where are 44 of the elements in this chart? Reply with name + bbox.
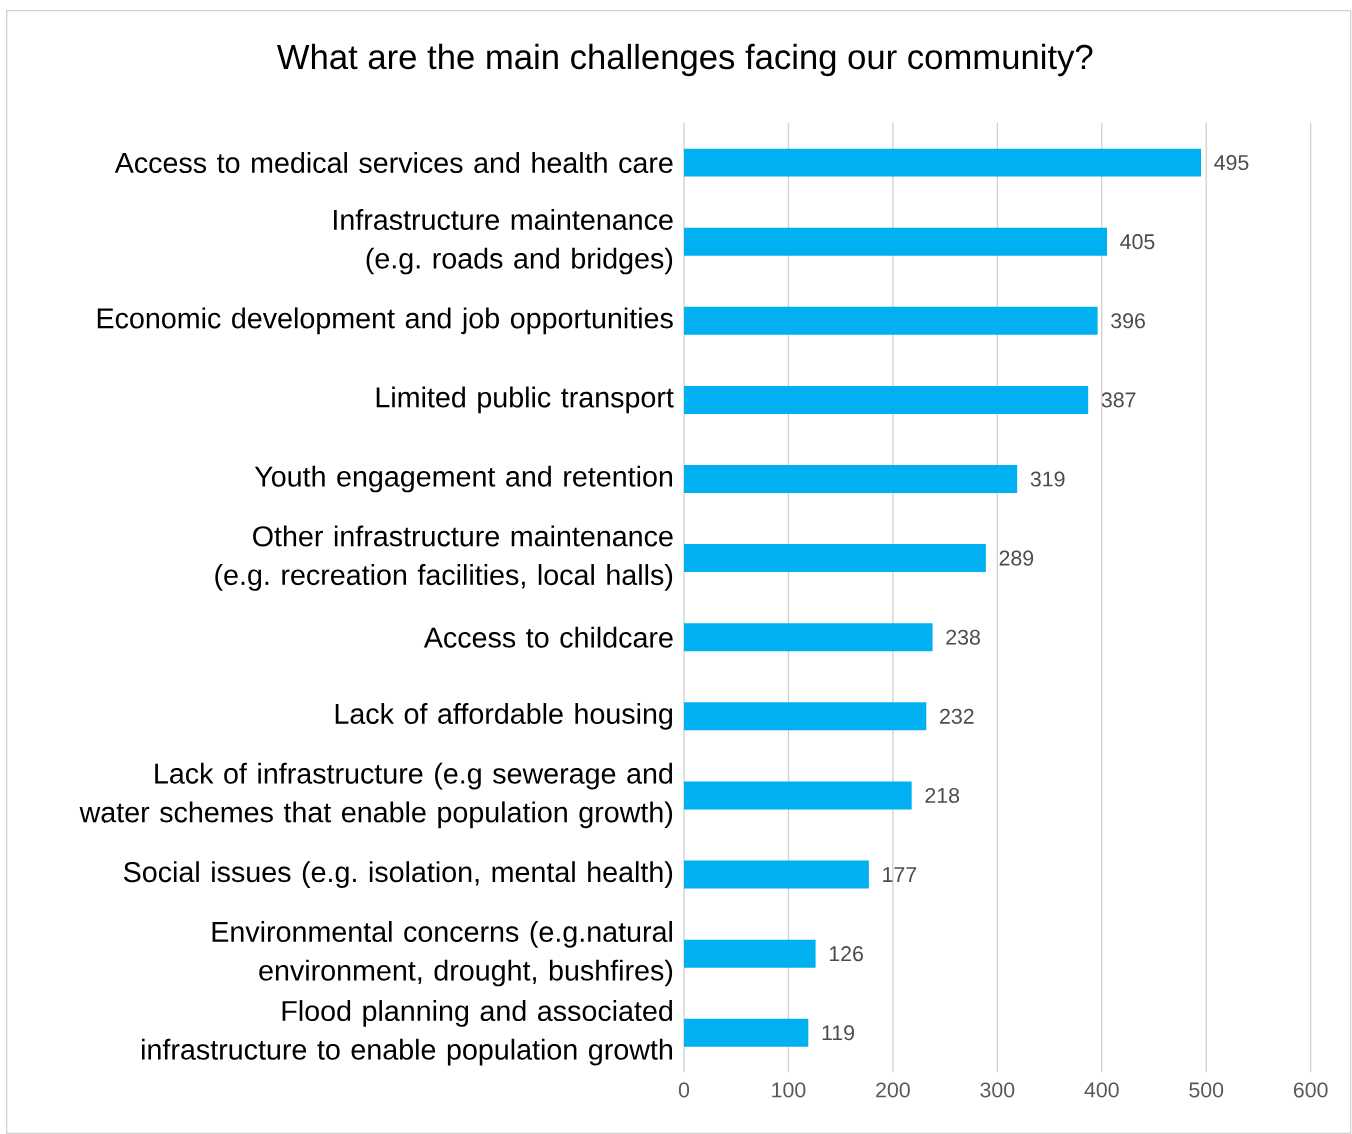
bar (684, 227, 1107, 256)
data-label: 396 (1111, 313, 1145, 329)
x-tick-label: 200 (876, 1082, 910, 1098)
bar (684, 148, 1201, 177)
x-tick-label: 0 (678, 1082, 690, 1098)
data-label: 319 (1030, 471, 1065, 487)
data-label: 405 (1120, 234, 1155, 250)
y-tick-label: Flood planning and associated infrastructure to enable population growth (142, 1000, 672, 1066)
y-tick-label: Access to childcare (423, 626, 673, 648)
y-tick-label: Lack of infrastructure (e.g sewerage and water schemes that enable population growth) (79, 762, 673, 829)
bar (684, 306, 1098, 335)
data-label: 289 (999, 550, 1034, 566)
bar (684, 939, 816, 968)
data-label: 177 (883, 867, 917, 882)
x-tick-label: 400 (1084, 1082, 1119, 1098)
y-tick-label: Access to medical services and health care (114, 152, 673, 174)
data-label: 387 (1101, 392, 1136, 408)
y-tick-label: Other infrastructure maintenance (e.g. recreation facilities, local halls) (215, 525, 673, 591)
bar (684, 385, 1089, 414)
x-tick-label: 600 (1293, 1082, 1328, 1098)
y-tick-label: Environmental concerns (e.g.natural environment, drought, bushfires) (212, 920, 673, 987)
bar (684, 1018, 809, 1047)
data-label: 238 (946, 629, 980, 645)
y-tick-label: Youth engagement and retention (254, 465, 673, 493)
y-tick-label: Lack of affordable housing (335, 702, 673, 730)
x-tick-label: 500 (1189, 1082, 1224, 1098)
y-tick-label: Limited public transport (376, 386, 674, 414)
x-tick-label: 100 (772, 1082, 806, 1098)
bar (684, 623, 933, 652)
y-tick-label: Infrastructure maintenance (e.g. roads and bridges) (334, 208, 673, 275)
bar (684, 465, 1018, 493)
chart-title: What are the main challenges facing our community? (276, 43, 1093, 77)
data-label: 232 (940, 708, 974, 724)
bar (684, 781, 912, 810)
bar (684, 860, 869, 889)
bar (684, 544, 986, 573)
y-tick-label: Social issues (e.g. isolation, mental health) (123, 861, 673, 888)
x-tick-label: 300 (980, 1082, 1015, 1098)
bar (684, 702, 927, 731)
data-label: 495 (1214, 155, 1249, 171)
data-label: 126 (829, 946, 863, 962)
data-label: 218 (925, 787, 960, 803)
data-label: 119 (822, 1025, 854, 1041)
y-tick-label: Economic development and job opportunities (97, 307, 673, 335)
